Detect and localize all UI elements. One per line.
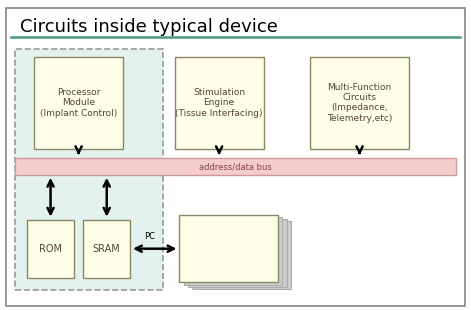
Text: Processor
Module
(Implant Control): Processor Module (Implant Control) [40,88,117,118]
Text: PC: PC [144,232,155,241]
Text: EEPROM
32k(ins)
128k(ens): EEPROM 32k(ins) 128k(ens) [204,232,253,265]
FancyBboxPatch shape [193,221,291,289]
FancyBboxPatch shape [310,57,409,149]
FancyBboxPatch shape [6,7,465,306]
Text: ROM: ROM [39,244,62,254]
Text: Stimulation
Engine
(Tissue Interfacing): Stimulation Engine (Tissue Interfacing) [175,88,263,118]
FancyBboxPatch shape [16,158,455,175]
FancyBboxPatch shape [175,57,264,149]
Text: Multi-Function
Circuits
(Impedance,
Telemetry,etc): Multi-Function Circuits (Impedance, Tele… [327,83,392,123]
Text: SRAM: SRAM [93,244,121,254]
FancyBboxPatch shape [179,215,277,282]
FancyBboxPatch shape [188,219,286,286]
FancyBboxPatch shape [27,219,74,278]
Text: Circuits inside typical device: Circuits inside typical device [20,18,278,36]
Text: address/data bus: address/data bus [199,162,272,171]
FancyBboxPatch shape [16,49,163,290]
FancyBboxPatch shape [184,217,282,285]
FancyBboxPatch shape [34,57,123,149]
FancyBboxPatch shape [83,219,130,278]
